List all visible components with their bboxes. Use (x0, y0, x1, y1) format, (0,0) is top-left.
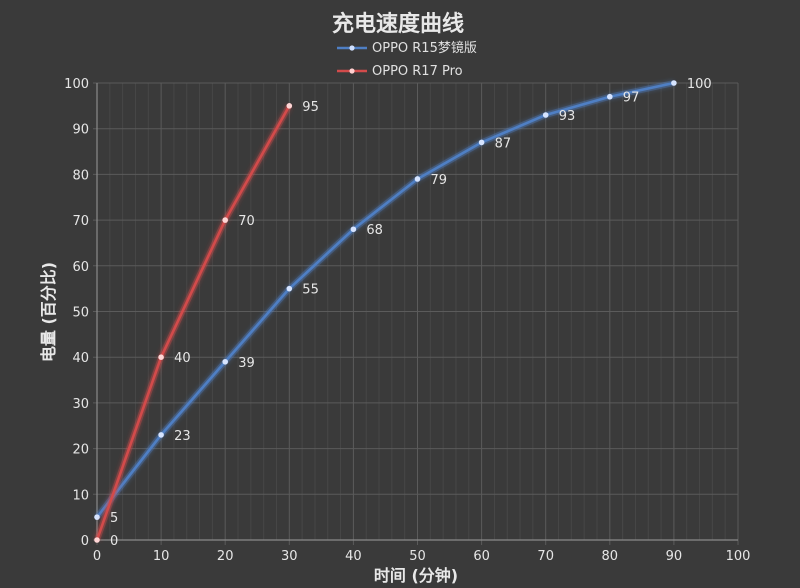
data-point-0[interactable] (671, 80, 677, 86)
y-tick-label: 40 (72, 351, 89, 366)
series-layer (94, 80, 677, 543)
data-label-1: 0 (110, 534, 118, 549)
y-tick-label: 60 (72, 260, 89, 275)
data-point-0[interactable] (350, 226, 357, 233)
x-tick-label: 60 (473, 549, 490, 564)
series-glow-0 (94, 80, 675, 519)
grid (93, 82, 739, 545)
x-tick-label: 10 (153, 549, 170, 564)
y-tick-label: 70 (72, 214, 89, 229)
data-label-0: 5 (110, 511, 118, 526)
y-tick-label: 20 (72, 443, 89, 458)
data-label-1: 40 (174, 351, 191, 366)
x-tick-label: 40 (345, 549, 362, 564)
data-label-0: 55 (302, 283, 319, 298)
data-label-0: 23 (174, 429, 191, 444)
x-tick-label: 90 (666, 549, 683, 564)
series-line-0 (95, 81, 676, 519)
label-layer: 0 10 20 30 40 50 60 70 80 90 100010203040506070809… (64, 77, 750, 564)
x-tick-label: 50 (409, 549, 426, 564)
x-tick-label: 0 (93, 549, 101, 564)
data-label-0: 93 (559, 109, 576, 124)
series-line-1 (95, 104, 291, 542)
legend-label-r15: OPPO R15梦镜版 (372, 41, 477, 56)
data-label-0: 97 (623, 91, 640, 106)
y-tick-label: 90 (72, 123, 89, 138)
data-point-0[interactable] (94, 514, 100, 520)
data-point-1[interactable] (286, 103, 293, 109)
y-tick-label: 0 (81, 534, 89, 549)
y-tick-label: 80 (72, 168, 89, 183)
y-axis-title: 电量 (百分比) (39, 262, 58, 362)
data-label-0: 87 (495, 136, 512, 151)
data-point-1[interactable] (222, 217, 228, 223)
legend-label-r17: OPPO R17 Pro (372, 64, 463, 79)
data-label-1: 70 (238, 214, 255, 229)
y-tick-label: 50 (72, 306, 89, 321)
data-label-0: 39 (238, 356, 255, 371)
data-label-1: 95 (302, 100, 319, 115)
data-point-0[interactable] (286, 285, 293, 292)
x-tick-label: 100 (726, 549, 751, 564)
data-point-0[interactable] (414, 176, 421, 182)
data-point-0[interactable] (222, 358, 228, 365)
data-point-1[interactable] (158, 354, 164, 361)
data-point-0[interactable] (158, 432, 164, 438)
data-point-0[interactable] (607, 93, 613, 100)
y-tick-label: 10 (72, 488, 89, 503)
legend-marker-r17 (349, 68, 355, 74)
y-tick-label: 100 (64, 77, 89, 92)
x-tick-label: 80 (602, 549, 619, 564)
legend-item-r17[interactable]: OPPO R17 Pro (337, 64, 463, 79)
data-point-0[interactable] (478, 139, 485, 146)
x-axis-title: 时间 (分钟) (374, 566, 458, 585)
y-tick-label: 30 (72, 397, 89, 412)
data-point-0[interactable] (542, 112, 549, 118)
x-tick-label: 70 (537, 549, 554, 564)
data-label-0: 79 (431, 173, 448, 188)
data-label-0: 100 (687, 77, 712, 92)
data-point-1[interactable] (94, 537, 100, 543)
legend-marker-r15 (349, 45, 355, 51)
x-tick-label: 20 (217, 549, 234, 564)
data-label-0: 68 (366, 223, 383, 238)
chart-title: 充电速度曲线 (332, 11, 464, 37)
legend: OPPO R15梦镜版 OPPO R17 Pro (337, 41, 477, 79)
legend-item-r15[interactable]: OPPO R15梦镜版 (337, 41, 477, 56)
x-tick-label: 30 (281, 549, 298, 564)
